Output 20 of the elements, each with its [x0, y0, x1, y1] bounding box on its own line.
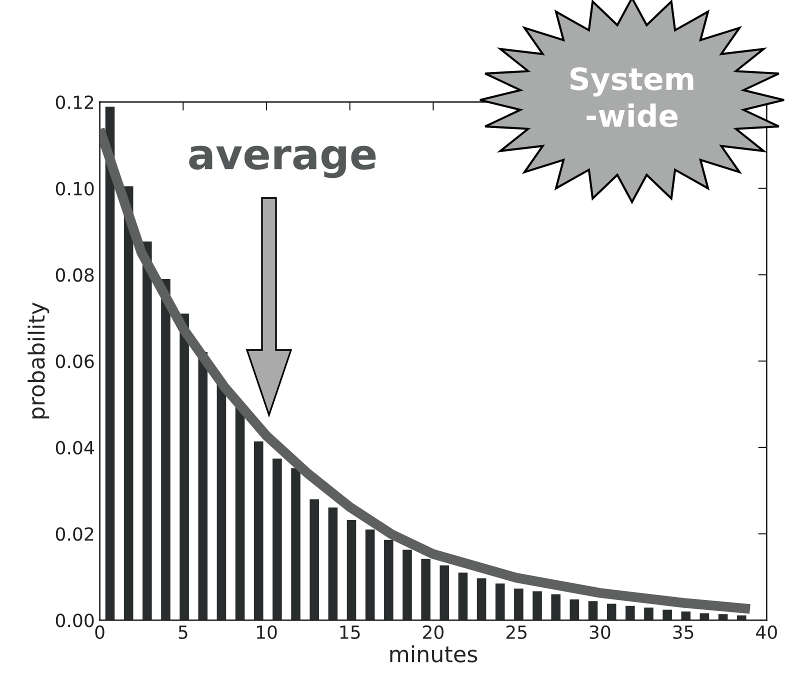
x-tick-label: 15 — [340, 626, 360, 639]
y-tick-label: 0.02 — [56, 527, 94, 541]
x-tick-label: 20 — [423, 625, 444, 639]
x-tick-label: 10 — [257, 625, 277, 639]
y-tick-label: 0.00 — [56, 614, 94, 628]
x-tick-label: 40 — [756, 625, 777, 639]
y-tick-label: 0.04 — [56, 440, 94, 455]
y-axis-title: probability — [28, 302, 50, 418]
x-tick-label: 0 — [95, 625, 104, 639]
y-tick-label: 0.08 — [56, 268, 94, 282]
annotation: average — [189, 146, 376, 178]
x-axis-title: minutes — [390, 645, 478, 662]
y-tick-label: 0.10 — [56, 182, 94, 196]
x-tick-label: 5 — [178, 626, 188, 639]
x-tick-label: 25 — [506, 625, 526, 639]
x-tick-label: 30 — [590, 625, 610, 639]
x-tick-label: 35 — [673, 625, 694, 639]
y-tick-label: 0.12 — [56, 95, 94, 110]
annotation: System -wide — [570, 67, 694, 128]
y-tick-label: 0.06 — [56, 354, 94, 368]
